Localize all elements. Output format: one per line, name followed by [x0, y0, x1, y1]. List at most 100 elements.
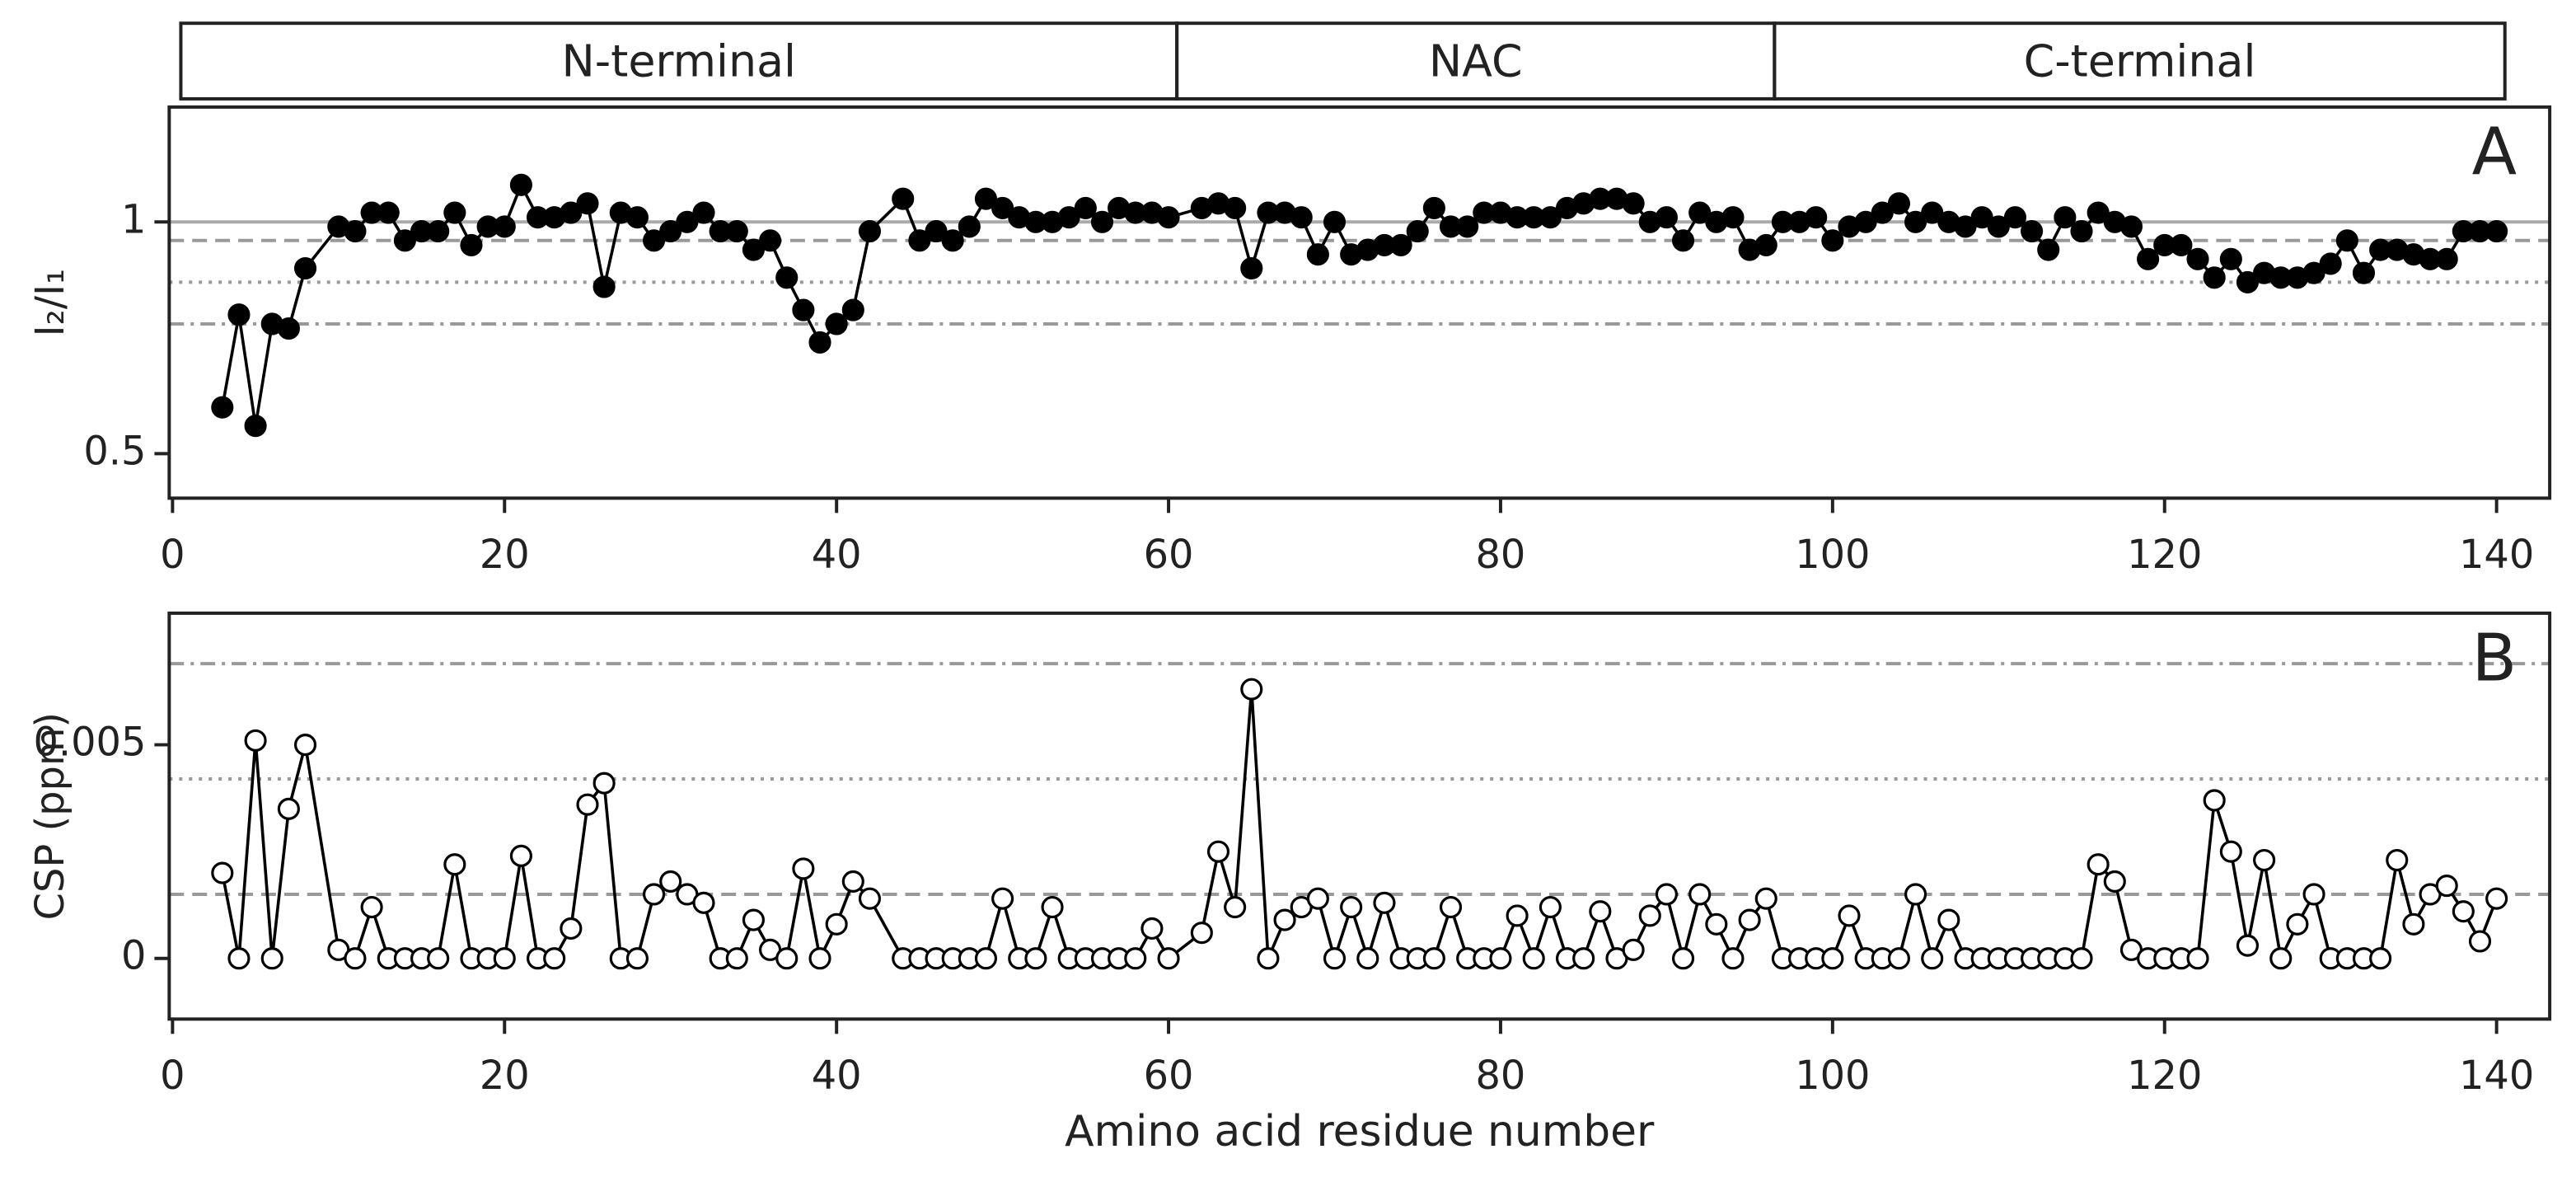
data-point: [360, 895, 383, 919]
data-point: [1655, 883, 1678, 906]
y-axis-label: CSP (ppm): [28, 712, 73, 920]
data-point: [2352, 261, 2376, 284]
data-point: [1224, 196, 1247, 219]
data-point: [344, 947, 367, 970]
x-tick-label: 20: [480, 1053, 530, 1099]
region-box: [1773, 21, 2507, 101]
data-point: [1937, 908, 1960, 931]
x-tick-label: 20: [480, 532, 530, 578]
data-point: [1688, 883, 1712, 906]
data-point: [1422, 947, 1445, 970]
data-point: [659, 219, 682, 243]
data-point: [1389, 233, 1412, 256]
region-label: NAC: [1429, 35, 1523, 87]
data-point: [1306, 887, 1329, 910]
data-point: [2186, 947, 2209, 970]
data-point: [1904, 210, 1927, 233]
data-point: [1257, 947, 1280, 970]
data-point: [576, 192, 599, 215]
data-point: [1589, 900, 1612, 923]
data-point: [493, 215, 516, 238]
data-point: [1439, 895, 1463, 919]
data-point: [1323, 210, 1347, 233]
data-point: [2119, 215, 2143, 238]
data-point: [958, 215, 981, 238]
x-tick-label: 60: [1144, 1053, 1194, 1099]
data-point: [2452, 900, 2475, 923]
data-point: [892, 187, 915, 210]
data-point: [1074, 196, 1097, 219]
data-point: [1406, 219, 1429, 243]
data-point: [443, 201, 466, 224]
x-tick-label: 0: [160, 532, 185, 578]
data-point: [1539, 206, 1562, 229]
data-point: [2054, 206, 2077, 229]
data-point: [991, 887, 1014, 910]
data-point: [792, 857, 815, 880]
data-point: [1622, 192, 1645, 215]
y-tick-label: 0.5: [83, 429, 146, 474]
data-point: [1157, 206, 1180, 229]
plot-frame: [167, 611, 2552, 1021]
data-point: [2335, 229, 2358, 252]
data-point: [808, 947, 831, 970]
data-point: [2286, 912, 2309, 936]
data-point: [2319, 252, 2342, 275]
data-point: [908, 229, 931, 252]
data-point: [825, 312, 848, 335]
data-point: [1456, 215, 1479, 238]
data-point: [1206, 840, 1230, 863]
data-point: [344, 219, 367, 243]
data-point: [1356, 947, 1379, 970]
data-point: [277, 797, 300, 820]
data-point: [759, 229, 782, 252]
data-point: [1489, 947, 1512, 970]
data-point: [925, 219, 948, 243]
data-point: [293, 734, 317, 757]
data-point: [1506, 904, 1529, 927]
region-label: C-terminal: [2024, 35, 2256, 87]
data-point: [676, 210, 699, 233]
data-point: [775, 266, 799, 289]
data-point: [2186, 247, 2209, 270]
data-point: [1970, 206, 1993, 229]
data-point: [1871, 201, 1894, 224]
x-tick-label: 80: [1476, 1053, 1526, 1099]
x-tick-label: 40: [812, 1053, 862, 1099]
data-point: [991, 196, 1014, 219]
data-point: [2302, 261, 2325, 284]
y-tick-label: 0.005: [33, 720, 146, 766]
data-point: [1821, 947, 1844, 970]
x-tick-label: 140: [2459, 532, 2534, 578]
data-point: [1522, 947, 1545, 970]
data-point: [1622, 938, 1645, 961]
data-point: [211, 861, 234, 884]
y-tick-label: 1: [121, 197, 146, 242]
data-point: [2170, 233, 2193, 256]
data-point: [1688, 201, 1712, 224]
data-point: [576, 793, 599, 816]
data-point: [260, 947, 283, 970]
data-point: [692, 891, 715, 914]
data-point: [1805, 206, 1828, 229]
data-point: [560, 917, 583, 940]
data-point: [941, 229, 964, 252]
data-point: [1887, 192, 1910, 215]
data-point: [625, 947, 649, 970]
data-point: [1904, 883, 1927, 906]
data-point: [509, 173, 532, 196]
data-point: [858, 887, 882, 910]
x-axis-label: Amino acid residue number: [1065, 1107, 1655, 1156]
data-point: [1954, 215, 1977, 238]
data-point: [2435, 247, 2458, 270]
data-point: [725, 219, 748, 243]
data-point: [625, 206, 649, 229]
data-point: [643, 229, 666, 252]
data-point: [2219, 247, 2242, 270]
data-point: [1721, 206, 1745, 229]
data-point: [1140, 917, 1164, 940]
data-point: [1854, 210, 1877, 233]
data-point: [2203, 266, 2226, 289]
data-point: [1671, 229, 1695, 252]
data-point: [1373, 891, 1396, 914]
